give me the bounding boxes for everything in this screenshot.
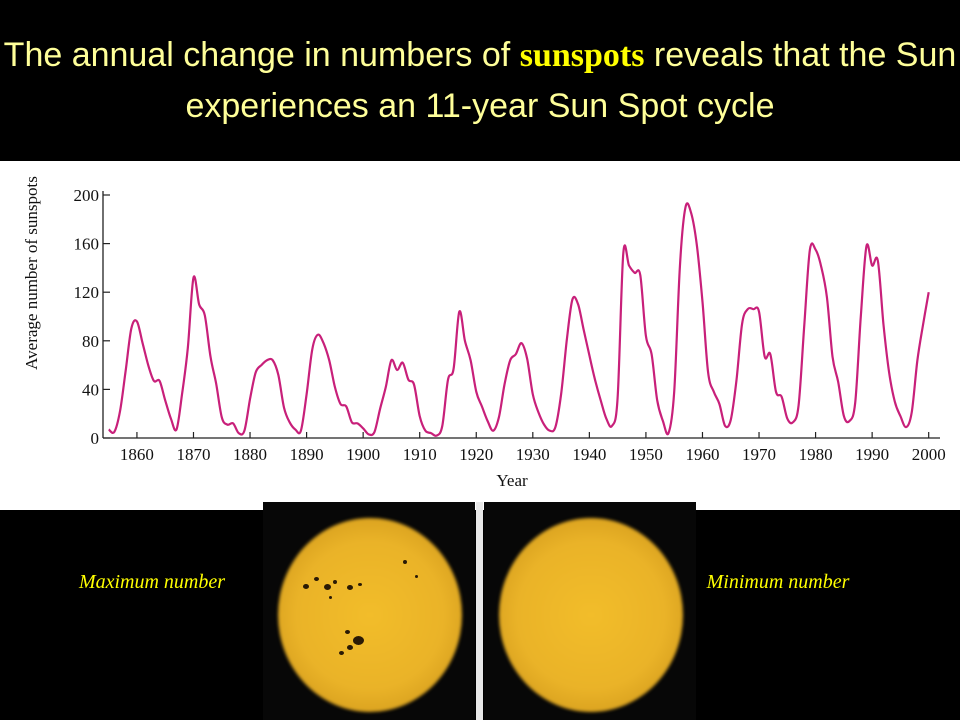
y-tick-label: 0	[91, 429, 100, 448]
x-tick-label: 1970	[742, 445, 776, 464]
sun-disk-minimum	[499, 518, 683, 712]
sunspot	[345, 630, 350, 634]
sunspot	[303, 584, 309, 589]
x-tick-label: 1890	[290, 445, 324, 464]
y-tick-label: 40	[82, 380, 99, 399]
minimum-caption: Minimum number	[706, 571, 850, 593]
x-tick-label: 1960	[685, 445, 719, 464]
x-tick-label: 1920	[459, 445, 493, 464]
sun-with-sunspots-photo	[263, 502, 475, 720]
y-tick-label: 80	[82, 332, 99, 351]
y-tick-label: 200	[74, 186, 100, 205]
chart-series-layer	[108, 202, 930, 437]
chart-ticks: 0 40 80 120 160 200 1860 1870 1880 1890 1900 1910 19…	[74, 186, 946, 464]
x-tick-label: 1940	[572, 445, 606, 464]
photo-divider	[476, 502, 483, 720]
y-tick-label: 120	[74, 283, 100, 302]
x-tick-label: 1980	[799, 445, 833, 464]
x-axis-label: Year	[496, 471, 528, 490]
y-axis-label: Average number of sunspots	[22, 176, 41, 370]
x-tick-label: 1910	[403, 445, 437, 464]
sun-disk-maximum	[278, 518, 462, 712]
maximum-caption: Maximum number	[78, 571, 226, 593]
sunspot	[339, 651, 344, 655]
slide-title: The annual change in numbers of sunspots…	[0, 30, 960, 131]
y-tick-label: 160	[74, 235, 100, 254]
x-tick-label: 1900	[346, 445, 380, 464]
x-tick-label: 1860	[120, 445, 154, 464]
sunspot	[324, 584, 331, 590]
sunspot-chart: 0 40 80 120 160 200 1860 1870 1880 1890 1900 1910 19…	[22, 176, 946, 490]
sunspot	[329, 596, 332, 599]
x-tick-label: 1990	[855, 445, 889, 464]
chart-panel: 0 40 80 120 160 200 1860 1870 1880 1890 1900 1910 19…	[0, 161, 960, 510]
sunspot-series-line	[108, 202, 930, 437]
x-tick-label: 1880	[233, 445, 267, 464]
x-tick-label: 1950	[629, 445, 663, 464]
sunspot	[403, 560, 407, 564]
title-part-1: The annual change in numbers of	[3, 36, 520, 74]
sunspot	[353, 636, 364, 645]
sunspot	[333, 580, 337, 584]
sunspot	[358, 583, 362, 586]
title-part-2: reveals that the Sun experiences an 11-y…	[185, 36, 957, 125]
x-tick-label: 2000	[912, 445, 946, 464]
chart-axes	[102, 191, 940, 439]
sunspot	[415, 575, 418, 578]
sunspot	[314, 577, 319, 581]
sun-without-sunspots-photo	[484, 502, 696, 720]
x-tick-label: 1930	[516, 445, 550, 464]
sunspot	[347, 585, 353, 590]
title-highlight: sunspots	[519, 37, 645, 74]
x-tick-label: 1870	[176, 445, 210, 464]
sunspot	[347, 645, 353, 650]
